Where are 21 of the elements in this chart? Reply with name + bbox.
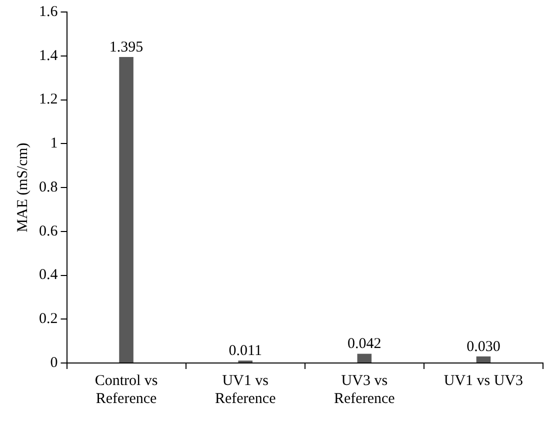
data-label: 0.030 (466, 338, 500, 355)
data-label: 1.395 (109, 39, 144, 56)
data-label: 0.042 (348, 336, 382, 352)
y-tick-label: 0.4 (39, 267, 58, 284)
y-tick-label: 0.2 (39, 311, 58, 328)
y-tick-label: 0.8 (39, 179, 58, 196)
bar (357, 354, 372, 362)
y-tick-label: 0.6 (39, 223, 58, 240)
x-tick-label: Control vs Reference (94, 372, 158, 407)
y-tick-label: 1 (50, 136, 58, 152)
y-tick-label: 1.6 (39, 4, 58, 20)
y-tick-label: 1.2 (39, 92, 58, 108)
bar (119, 56, 134, 362)
y-tick-label: 1.4 (39, 48, 58, 64)
y-axis-title: MAE (mS/cm) (14, 142, 31, 232)
bar (476, 356, 491, 362)
x-tick-label: UV3 vs Reference (334, 372, 396, 407)
y-tick-label: 0 (50, 354, 58, 371)
x-tick-label: UV1 vs UV3 (444, 372, 524, 389)
data-label: 0.011 (228, 343, 262, 360)
x-tick-label: UV1 vs Reference (214, 372, 276, 407)
